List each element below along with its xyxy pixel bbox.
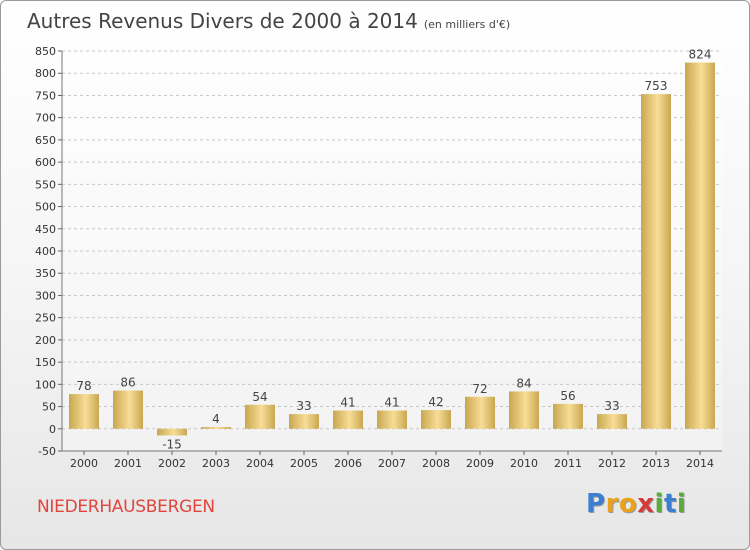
bar-2003 (201, 427, 231, 429)
logo-letter: t (663, 489, 677, 519)
x-tick-label: 2011 (554, 457, 582, 470)
x-tick-label: 2009 (466, 457, 494, 470)
logo-letter: i (676, 489, 687, 519)
title-unit: (en milliers d'€) (423, 18, 511, 31)
x-tick-label: 2000 (70, 457, 98, 470)
proxiti-logo: Proxiti (586, 489, 686, 519)
bars (69, 62, 715, 436)
x-tick-label: 2007 (378, 457, 406, 470)
data-label-2010: 84 (516, 376, 531, 390)
y-tick-label: 550 (35, 178, 56, 191)
x-tick-label: 2013 (642, 457, 670, 470)
data-label-2008: 42 (428, 395, 443, 409)
logo-letter: o (618, 489, 638, 519)
y-tick-label: -50 (38, 445, 56, 458)
logo-letter: i (654, 489, 664, 519)
data-label-2004: 54 (252, 390, 267, 404)
bar-2006 (333, 410, 363, 429)
data-label-2002: -15 (162, 437, 182, 451)
logo-letter: x (637, 489, 655, 519)
bar-2010 (509, 391, 539, 429)
bar-2009 (465, 396, 495, 429)
bar-2004 (245, 404, 275, 429)
data-label-2009: 72 (472, 382, 487, 396)
logo-letter: r (605, 489, 619, 519)
bar-2000 (69, 394, 99, 429)
data-label-2007: 41 (384, 396, 399, 410)
y-tick-label: 50 (42, 401, 56, 414)
y-tick-label: 400 (35, 245, 56, 258)
y-tick-label: 750 (35, 89, 56, 102)
y-tick-label: 500 (35, 201, 56, 214)
data-label-2011: 56 (560, 389, 575, 403)
y-tick-label: 800 (35, 67, 56, 80)
y-tick-label: 150 (35, 356, 56, 369)
data-label-2006: 41 (340, 396, 355, 410)
y-tick-label: 700 (35, 112, 56, 125)
x-tick-label: 2006 (334, 457, 362, 470)
data-label-2001: 86 (120, 376, 135, 390)
commune-name: NIEDERHAUSBERGEN (37, 497, 215, 517)
x-tick-label: 2002 (158, 457, 186, 470)
x-tick-label: 2008 (422, 457, 450, 470)
y-tick-label: 850 (35, 45, 56, 58)
data-label-2003: 4 (212, 412, 220, 426)
x-tick-label: 2005 (290, 457, 318, 470)
data-labels: 78 86 -15 4 54 33 41 41 42 72 84 56 33 753 824 (76, 48, 711, 452)
grid-lines (62, 50, 722, 452)
y-tick-label: 600 (35, 156, 56, 169)
data-label-2012: 33 (604, 399, 619, 413)
x-tick-label: 2003 (202, 457, 230, 470)
x-tick-label: 2010 (510, 457, 538, 470)
bar-2012 (597, 414, 627, 429)
title-text: Autres Revenus Divers de 2000 à 2014 (27, 9, 418, 33)
bar-2002 (157, 428, 187, 436)
bar-2008 (421, 410, 451, 429)
bar-2007 (377, 410, 407, 429)
x-tick-label: 2012 (598, 457, 626, 470)
axes: -50 0 50 100 150 200 250 300 350 400 450 500 550 600 6… (35, 45, 722, 470)
y-tick-label: 0 (49, 423, 56, 436)
bar-2011 (553, 403, 583, 429)
bar-2005 (289, 414, 319, 429)
y-tick-label: 650 (35, 134, 56, 147)
x-tick-label: 2001 (114, 457, 142, 470)
y-tick-label: 200 (35, 334, 56, 347)
x-tick-label: 2014 (686, 457, 714, 470)
logo-letter: P (586, 489, 606, 519)
y-tick-label: 450 (35, 223, 56, 236)
y-tick-label: 100 (35, 378, 56, 391)
y-tick-label: 300 (35, 289, 56, 302)
y-tick-label: 250 (35, 312, 56, 325)
bar-2014 (685, 62, 715, 429)
bar-2013 (641, 94, 671, 429)
data-label-2005: 33 (296, 399, 311, 413)
x-tick-label: 2004 (246, 457, 274, 470)
data-label-2013: 753 (645, 79, 668, 93)
data-label-2014: 824 (689, 48, 712, 62)
bar-2001 (113, 390, 143, 429)
chart-title: Autres Revenus Divers de 2000 à 2014 (en … (27, 9, 510, 33)
data-label-2000: 78 (76, 379, 91, 393)
y-tick-label: 350 (35, 267, 56, 280)
